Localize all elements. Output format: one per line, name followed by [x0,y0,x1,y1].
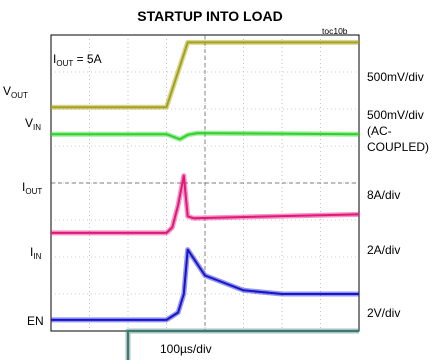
label-vout-sub: OUT [11,91,28,100]
trace-vin [51,132,360,141]
trace-en [127,330,359,360]
load-current-annotation: IOUT = 5A [53,52,102,68]
annotation-sub: OUT [56,59,74,68]
annotation-prefix: I [53,52,57,66]
scale-iout: 8A/div [367,188,401,202]
label-iout-sub: OUT [25,187,43,196]
scale-en: 2V/div [367,306,401,320]
label-en-main: EN [27,314,44,328]
label-iin-sub: IN [33,252,42,261]
label-iout-main: I [22,180,26,194]
traces [51,39,360,360]
label-vin-main: V [25,116,34,130]
trace-vout [51,41,359,109]
annotation-suffix: = 5A [73,52,102,66]
label-vout-main: V [3,84,12,98]
scale-iin: 2A/div [367,243,401,257]
scale-vout: 500mV/div [367,70,424,84]
vin-note-line1: (AC- [367,124,392,138]
label-iout: IOUT [22,180,43,196]
label-iin: IIN [30,245,42,261]
label-vout: VOUT [3,84,28,100]
trace-iout [51,174,360,234]
trace-iin [51,248,359,321]
chart-title: STARTUP INTO LOAD [137,8,283,24]
scale-vin: 500mV/div [367,108,424,122]
x-axis-label: 100µs/div [160,342,212,356]
label-en: EN [27,314,44,328]
figure-id: toc10b [322,26,348,36]
vin-note-line2: COUPLED) [367,140,430,154]
label-vin: VIN [25,116,42,132]
label-vin-sub: IN [33,123,42,132]
label-iin-main: I [30,245,34,259]
